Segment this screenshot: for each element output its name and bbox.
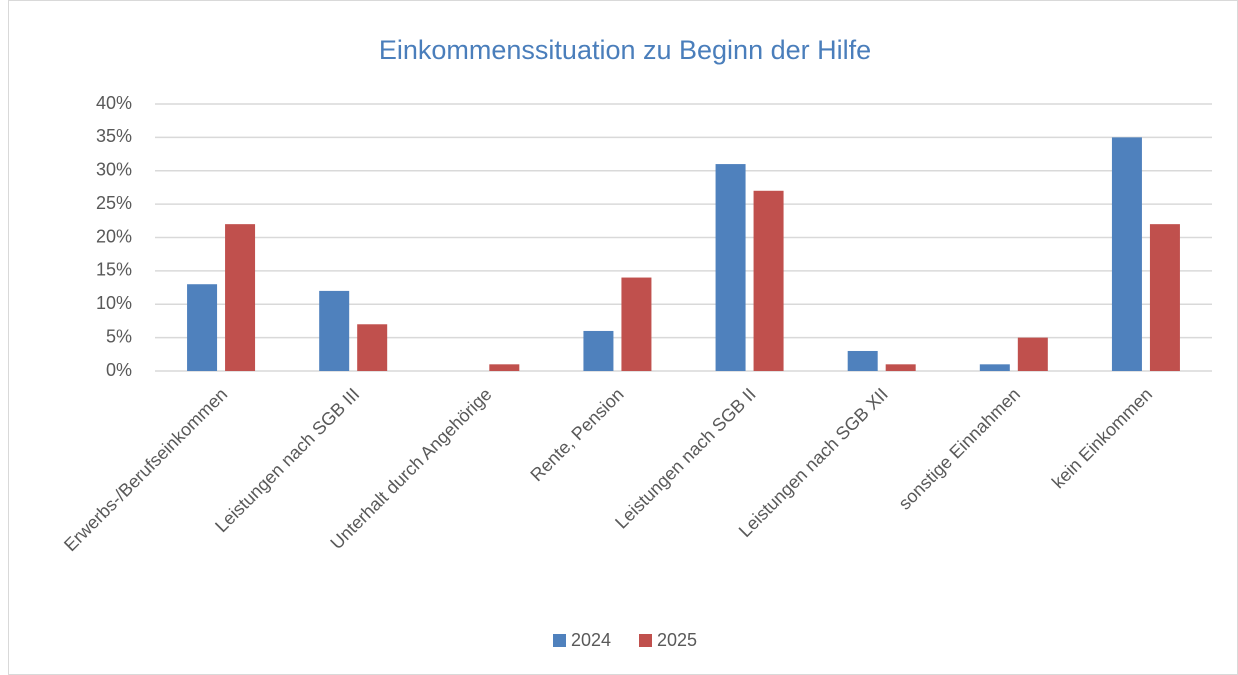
y-tick-label: 40% (96, 93, 132, 113)
bar (1017, 337, 1048, 371)
bar (885, 364, 916, 371)
bar (319, 290, 350, 371)
legend-label: 2025 (657, 630, 697, 650)
bar (753, 190, 784, 371)
chart-title: Einkommenssituation zu Beginn der Hilfe (379, 35, 871, 65)
legend-swatch (553, 634, 566, 647)
y-tick-label: 10% (96, 293, 132, 313)
y-tick-label: 30% (96, 160, 132, 180)
bar (621, 277, 652, 371)
bar (1149, 224, 1180, 371)
bar (489, 364, 520, 371)
bar (979, 364, 1010, 371)
bar (225, 224, 256, 371)
legend-swatch (639, 634, 652, 647)
bar (1111, 137, 1142, 371)
y-tick-label: 5% (106, 326, 132, 346)
bar (583, 330, 614, 371)
y-tick-label: 20% (96, 226, 132, 246)
bar (357, 324, 388, 371)
legend-label: 2024 (571, 630, 611, 650)
y-tick-label: 15% (96, 260, 132, 280)
bar (187, 284, 218, 371)
bar (715, 164, 746, 371)
bar (847, 350, 878, 371)
y-tick-label: 25% (96, 193, 132, 213)
y-tick-label: 35% (96, 126, 132, 146)
y-tick-label: 0% (106, 360, 132, 380)
